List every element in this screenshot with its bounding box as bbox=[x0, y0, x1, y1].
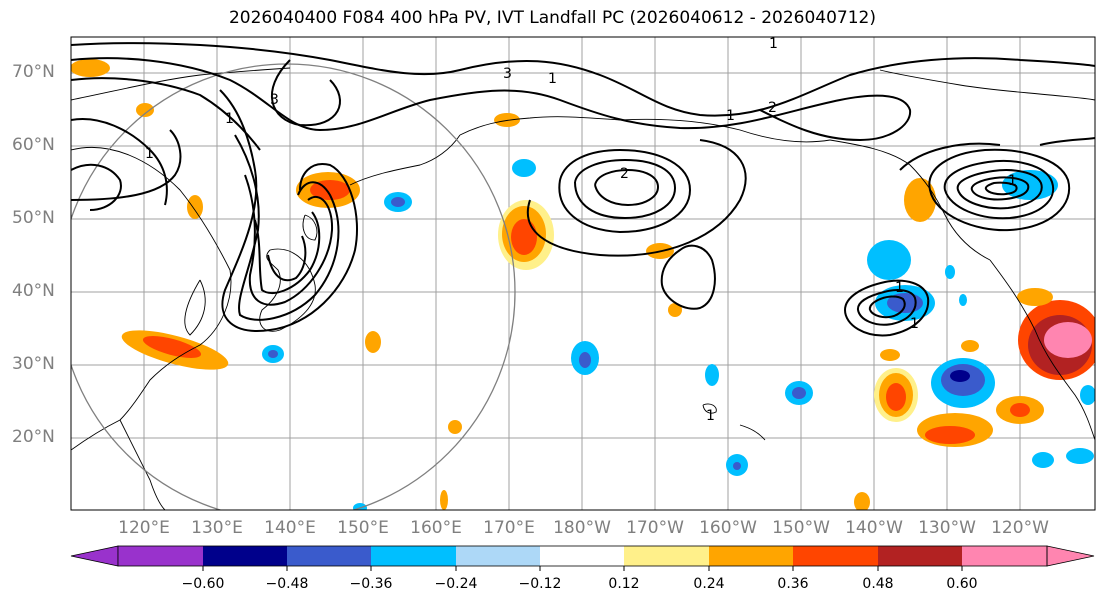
colorbar-tick-label: 0.36 bbox=[777, 576, 809, 592]
colorbar-bin bbox=[118, 546, 203, 566]
colorbar-bin bbox=[203, 546, 287, 566]
lon-label: 120°W bbox=[991, 518, 1049, 538]
anomaly-negative-11 bbox=[792, 387, 806, 399]
anomaly-positive-4 bbox=[187, 195, 203, 219]
colorbar-extend-left bbox=[70, 545, 119, 567]
anomaly-positive-19 bbox=[925, 426, 975, 444]
lon-label: 160°E bbox=[410, 518, 462, 538]
anomaly-positive-22 bbox=[904, 178, 936, 222]
lat-label-50n: 50°N bbox=[12, 208, 55, 228]
anomaly-negative-23 bbox=[1032, 452, 1054, 468]
contour-label: 3 bbox=[503, 66, 512, 82]
colorbar-tick-label: −0.12 bbox=[518, 576, 562, 592]
lon-label: 140°W bbox=[845, 518, 903, 538]
anomaly-positive-30 bbox=[440, 490, 448, 510]
contour-label: 1 bbox=[895, 280, 904, 296]
colorbar-bin bbox=[287, 546, 371, 566]
lat-label-40n: 40°N bbox=[12, 281, 55, 301]
lon-label: 160°W bbox=[699, 518, 757, 538]
anomaly-positive-23 bbox=[961, 340, 979, 352]
anomaly-negative-1 bbox=[136, 103, 154, 117]
colorbar-bin bbox=[793, 546, 878, 566]
colorbar-tick-label: 0.60 bbox=[946, 576, 978, 592]
anomaly-negative-19 bbox=[950, 370, 970, 382]
contour-label: 1 bbox=[726, 108, 735, 124]
anomaly-positive-14 bbox=[668, 303, 682, 317]
lon-label: 130°W bbox=[918, 518, 976, 538]
anomaly-positive-24 bbox=[880, 349, 900, 361]
contour-label: 2 bbox=[620, 166, 629, 182]
colorbar-tick-label: −0.24 bbox=[434, 576, 478, 592]
contour-label: 1 bbox=[910, 316, 919, 332]
colorbar-tick-label: 0.48 bbox=[862, 576, 894, 592]
lat-label-70n: 70°N bbox=[12, 62, 55, 82]
pv-contours bbox=[71, 42, 1095, 337]
anomaly-positive-12 bbox=[448, 420, 462, 434]
anomaly-negative-24 bbox=[1066, 448, 1094, 464]
anomaly-negative-3 bbox=[391, 197, 405, 207]
colorbar-bin bbox=[456, 546, 540, 566]
contour-label-group: 1 1 1 1 2 2 3 3 1 1 1 1 1 bbox=[145, 36, 1017, 424]
colorbar-bin bbox=[540, 546, 624, 566]
anomaly-positive-21 bbox=[1010, 403, 1030, 417]
contour-label: 1 bbox=[769, 36, 778, 52]
contour-label: 1 bbox=[1008, 173, 1017, 189]
anomaly-negative-4 bbox=[512, 159, 536, 177]
lon-label: 130°E bbox=[191, 518, 243, 538]
anomaly-negative-6 bbox=[268, 350, 278, 358]
anomaly-negative-25 bbox=[1080, 385, 1095, 405]
lon-label: 180°W bbox=[553, 518, 611, 538]
colorbar-bin bbox=[624, 546, 709, 566]
anomaly-negative-14 bbox=[867, 240, 911, 280]
anomaly-negative-9 bbox=[705, 364, 719, 386]
lon-label: 120°E bbox=[118, 518, 170, 538]
colorbar-bin bbox=[371, 546, 456, 566]
anomaly-positive-11 bbox=[365, 331, 381, 353]
colorbar-tick-label: −0.60 bbox=[181, 576, 225, 592]
colorbar bbox=[70, 545, 1095, 571]
anomaly-positive-27 bbox=[1044, 322, 1092, 358]
anomaly-positive-28 bbox=[1017, 288, 1053, 306]
anomaly-positive-17 bbox=[886, 383, 906, 411]
contour-label: 2 bbox=[768, 100, 777, 116]
lon-label: 140°E bbox=[264, 518, 316, 538]
shaded-anomalies bbox=[71, 59, 1095, 510]
colorbar-bin bbox=[962, 546, 1047, 566]
colorbar-tick-label: −0.36 bbox=[349, 576, 393, 592]
graticule bbox=[71, 37, 1095, 510]
contour-label: 1 bbox=[548, 71, 557, 87]
coastlines bbox=[71, 67, 1095, 510]
anomaly-positive-29 bbox=[854, 492, 870, 510]
map-title: 2026040400 F084 400 hPa PV, IVT Landfall… bbox=[228, 8, 876, 28]
anomaly-negative-13 bbox=[733, 462, 741, 470]
map-border bbox=[70, 36, 1096, 511]
lon-label: 150°W bbox=[772, 518, 830, 538]
anomaly-positive-8 bbox=[494, 113, 520, 127]
colorbar-tick-label: 0.12 bbox=[608, 576, 640, 592]
lat-label-30n: 30°N bbox=[12, 354, 55, 374]
colorbar-extend-right bbox=[1046, 545, 1095, 567]
colorbar-bin bbox=[878, 546, 962, 566]
colorbar-tick-label: 0.24 bbox=[693, 576, 725, 592]
contour-label: 1 bbox=[225, 111, 234, 127]
anomaly-negative-21 bbox=[945, 265, 955, 279]
anomaly-negative-26 bbox=[353, 503, 367, 510]
lat-label-20n: 20°N bbox=[12, 427, 55, 447]
lon-label: 170°W bbox=[626, 518, 684, 538]
anomaly-positive-7 bbox=[511, 219, 537, 255]
anomaly-positive-1 bbox=[71, 59, 110, 77]
anomaly-negative-8 bbox=[579, 352, 591, 368]
anomaly-negative-22 bbox=[959, 294, 967, 306]
contour-label: 1 bbox=[706, 408, 715, 424]
colorbar-tick-label: −0.48 bbox=[265, 576, 309, 592]
colorbar-bin bbox=[709, 546, 793, 566]
lon-label: 170°E bbox=[483, 518, 535, 538]
lon-label: 150°E bbox=[337, 518, 389, 538]
contour-label: 1 bbox=[145, 146, 154, 162]
contour-label: 3 bbox=[270, 92, 279, 108]
lat-label-60n: 60°N bbox=[12, 135, 55, 155]
